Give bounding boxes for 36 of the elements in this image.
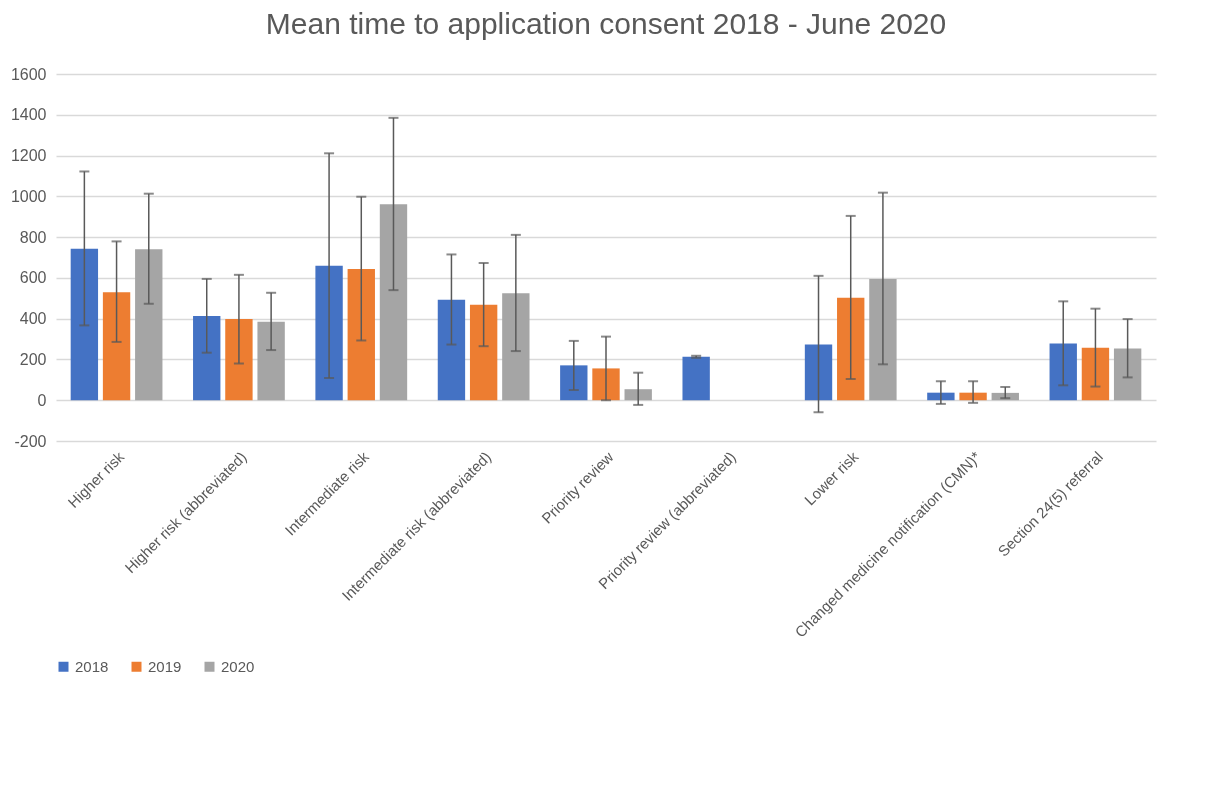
bar <box>347 268 375 401</box>
bar <box>469 304 498 401</box>
bar <box>1081 347 1110 401</box>
chart-title: Mean time to application consent 2018 - June 2020 <box>265 7 947 40</box>
y-tick-label: 0 <box>37 391 47 409</box>
y-tick-label: 200 <box>19 350 47 368</box>
bar <box>592 368 620 401</box>
y-tick-label: 400 <box>19 310 47 328</box>
y-tick-label: 600 <box>19 269 47 287</box>
bar <box>869 278 897 401</box>
legend-label: 2020 <box>221 657 255 675</box>
bar <box>624 389 652 401</box>
bar <box>1049 343 1077 401</box>
bar <box>502 293 530 401</box>
y-tick-label: -200 <box>14 432 47 450</box>
y-tick-label: 1200 <box>10 147 47 165</box>
bar <box>560 365 588 401</box>
y-tick-label: 1000 <box>10 187 47 205</box>
bar <box>135 249 163 401</box>
bar <box>682 356 710 401</box>
bar <box>437 299 466 401</box>
y-tick-label: 800 <box>19 228 47 246</box>
bar <box>1113 348 1142 401</box>
legend-label: 2018 <box>75 657 109 675</box>
y-tick-label: 1400 <box>10 106 47 124</box>
bar <box>193 316 221 401</box>
bar <box>804 344 833 401</box>
bar <box>70 248 99 401</box>
bar <box>102 292 131 401</box>
bar <box>379 204 408 401</box>
bar <box>315 265 343 401</box>
legend-label: 2019 <box>148 657 182 675</box>
bar <box>837 297 865 401</box>
bar <box>225 319 253 401</box>
y-tick-label: 1600 <box>10 65 47 83</box>
bar <box>257 321 285 401</box>
